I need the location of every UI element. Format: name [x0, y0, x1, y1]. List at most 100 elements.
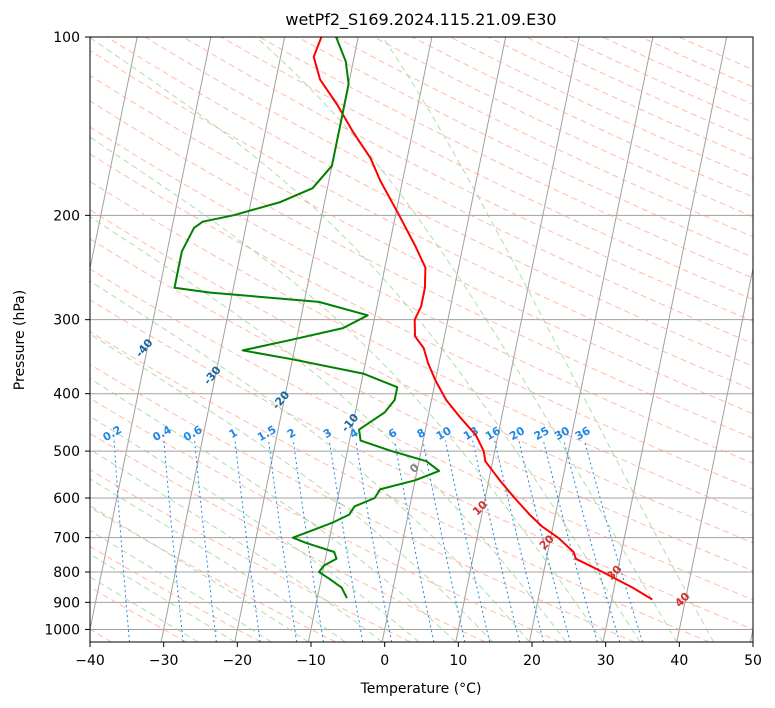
mixing-ratio-label: 1: [227, 426, 240, 441]
isotherm-line: [676, 265, 753, 642]
mixing-ratio-line: [234, 440, 261, 642]
x-tick-label: 10: [449, 653, 467, 669]
mixing-ratio-label: 0.2: [101, 423, 124, 444]
moist-adiabat-line: [90, 415, 420, 642]
mixing-ratio-label: 2: [285, 426, 298, 441]
isotherm-line: [90, 37, 138, 271]
dry-adiabat-line: [90, 397, 561, 642]
isotherm-line: [160, 37, 286, 642]
annotation-red-label: 10: [470, 498, 490, 518]
profile-series: [173, 37, 653, 601]
dry-adiabat-line: [90, 432, 486, 642]
moist-adiabat-line: [90, 377, 457, 642]
x-axis-title: Temperature (°C): [360, 681, 482, 697]
temperature-series-line: [312, 37, 653, 601]
dry-adiabat-line: [90, 209, 753, 544]
dry-adiabat-line: [90, 238, 753, 572]
y-tick-label: 400: [53, 387, 80, 403]
mixing-ratio-line: [542, 440, 598, 642]
mixing-ratio-label: 36: [573, 424, 593, 443]
mixing-ratio-label: 25: [532, 424, 552, 443]
mixing-ratio-line: [268, 440, 298, 642]
annotation-blue-label: -10: [339, 411, 362, 435]
isotherm-line: [381, 37, 507, 642]
dry-adiabat-line: [90, 363, 635, 642]
chart-title: wetPf2_S169.2024.115.21.09.E30: [285, 10, 556, 30]
moist-adiabat-line: [90, 280, 530, 642]
mixing-ratio-label: 30: [552, 424, 572, 443]
annotation-red-label: 40: [672, 590, 692, 610]
dewpoint-series-line: [173, 37, 441, 599]
dry-adiabat-line: [90, 74, 753, 415]
moist-adiabat-lines: [90, 37, 715, 642]
dry-adiabat-line: [90, 180, 753, 517]
x-axis-ticks: −40 −30 −20 −10 0 10 20 30 40 50: [75, 642, 762, 669]
x-tick-label: 30: [597, 653, 615, 669]
dry-adiabat-line: [90, 506, 336, 642]
isotherm-line: [602, 37, 728, 642]
mixing-ratio-label: 10: [434, 424, 454, 443]
dry-adiabat-line: [182, 37, 753, 322]
dry-adiabat-line: [90, 126, 753, 464]
dry-adiabat-line: [90, 545, 262, 642]
mixing-ratio-line: [518, 440, 571, 642]
dry-adiabat-lines: [90, 37, 753, 642]
dry-adiabat-line: [678, 37, 753, 71]
x-tick-label: −20: [223, 653, 253, 669]
y-tick-label: 500: [53, 444, 80, 460]
dry-adiabat-line: [90, 299, 753, 630]
pressure-gridlines: [90, 37, 753, 630]
annotation-red-label: 0: [407, 461, 422, 476]
moist-adiabat-line: [255, 37, 678, 642]
y-tick-label: 800: [53, 565, 80, 581]
dry-adiabat-line: [526, 37, 753, 142]
moist-adiabat-line: [90, 478, 346, 642]
dry-adiabat-line: [90, 268, 753, 601]
mixing-ratio-line: [494, 440, 545, 642]
y-tick-label: 300: [53, 313, 80, 329]
moist-adiabat-line: [90, 529, 272, 642]
mixing-ratio-lines: 0.1 0.2 0.4 0.6 1 1.5 2 3 4 6 8 10 13 16 20 25 30 36: [54, 423, 644, 642]
dry-adiabat-line: [90, 49, 753, 391]
mixing-ratio-line: [584, 440, 644, 642]
moist-adiabat-line: [90, 333, 493, 642]
moist-adiabat-line: [90, 136, 604, 642]
isotherm-line: [528, 37, 654, 642]
y-axis-title: Pressure (hPa): [12, 290, 28, 390]
dry-adiabat-line: [90, 331, 710, 642]
dry-adiabat-line: [90, 586, 187, 642]
dry-adiabat-line: [90, 100, 753, 439]
moist-adiabat-line: [90, 216, 567, 642]
annotation-blue-label: -40: [133, 336, 156, 360]
moist-adiabat-line: [90, 553, 236, 642]
moist-adiabat-line: [90, 448, 383, 642]
isotherm-line: [0, 37, 64, 642]
mixing-ratio-line: [563, 440, 621, 642]
mixing-ratio-line: [163, 440, 184, 642]
dry-adiabat-line: [373, 37, 753, 218]
mixing-ratio-line: [194, 440, 217, 642]
y-tick-label: 900: [53, 595, 80, 611]
dry-adiabat-line: [487, 37, 753, 160]
mixing-ratio-label: 20: [507, 424, 527, 443]
mixing-ratio-label: 0.1: [54, 423, 77, 444]
isotherm-line: [455, 37, 580, 642]
mixing-ratio-label: 0.4: [150, 423, 174, 444]
y-tick-label: 700: [53, 531, 80, 547]
mixing-ratio-label: 3: [321, 426, 334, 441]
y-axis-ticks: 100 200 300 400 500 600 700 800 900 1000: [44, 30, 90, 638]
x-tick-label: 0: [380, 653, 389, 669]
annotation-blue-label: -20: [270, 388, 293, 412]
plot-frame: [89, 36, 754, 643]
x-tick-label: 50: [744, 653, 762, 669]
mixing-ratio-line: [445, 440, 491, 642]
annotation-red-label: 30: [604, 562, 624, 582]
dry-adiabat-line: [220, 37, 753, 301]
y-tick-label: 100: [53, 30, 80, 46]
mixing-ratio-label: 0.6: [181, 423, 205, 444]
moist-adiabat-line: [90, 37, 641, 642]
mixing-ratio-line: [422, 440, 466, 642]
